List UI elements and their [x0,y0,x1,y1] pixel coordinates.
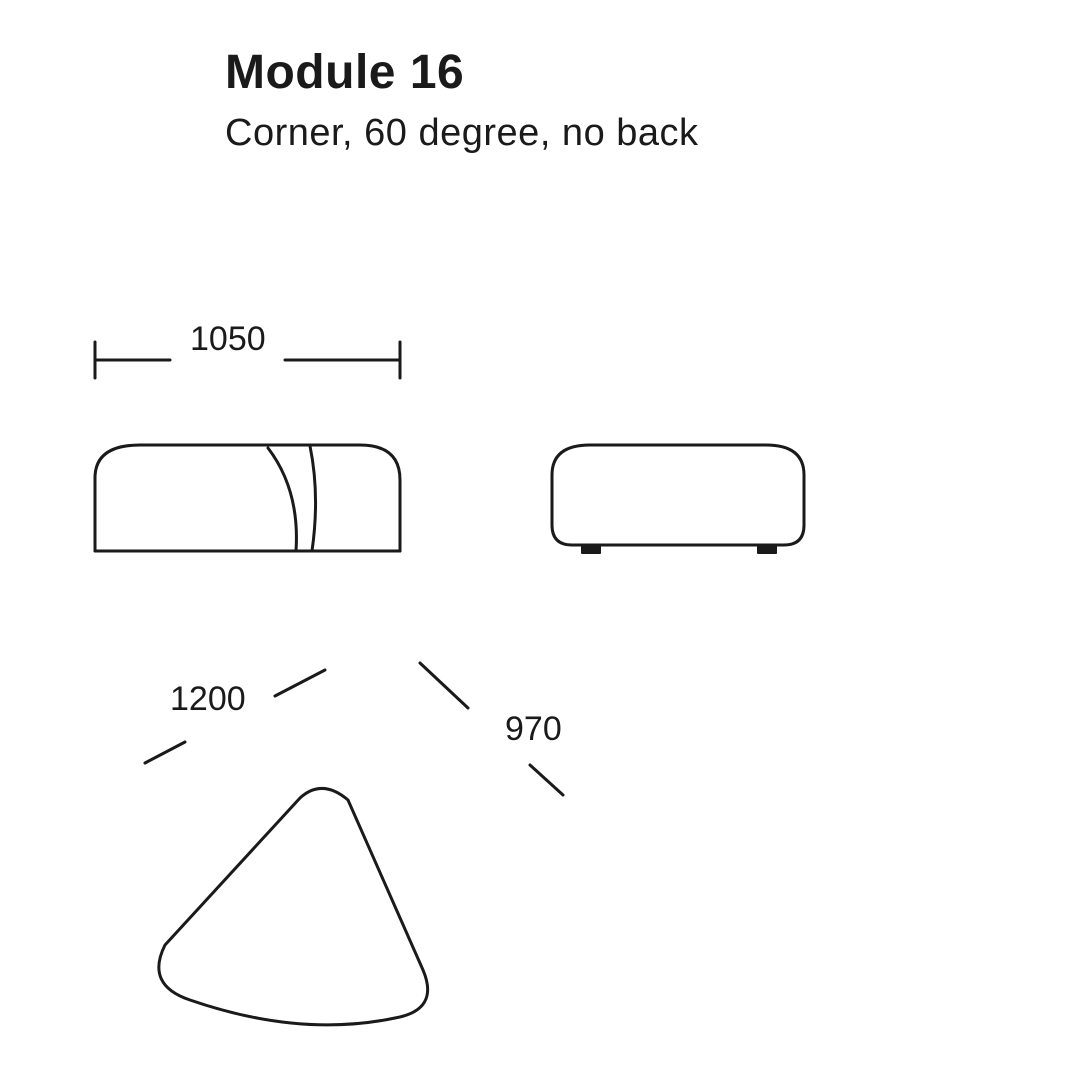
dim-line-1200 [145,670,325,763]
dim-line-970 [420,663,563,795]
plan-view [159,788,428,1024]
side-elevation [552,445,804,553]
dim-line-1050 [95,342,400,378]
front-elevation [95,445,400,551]
technical-drawing [0,0,1080,1080]
